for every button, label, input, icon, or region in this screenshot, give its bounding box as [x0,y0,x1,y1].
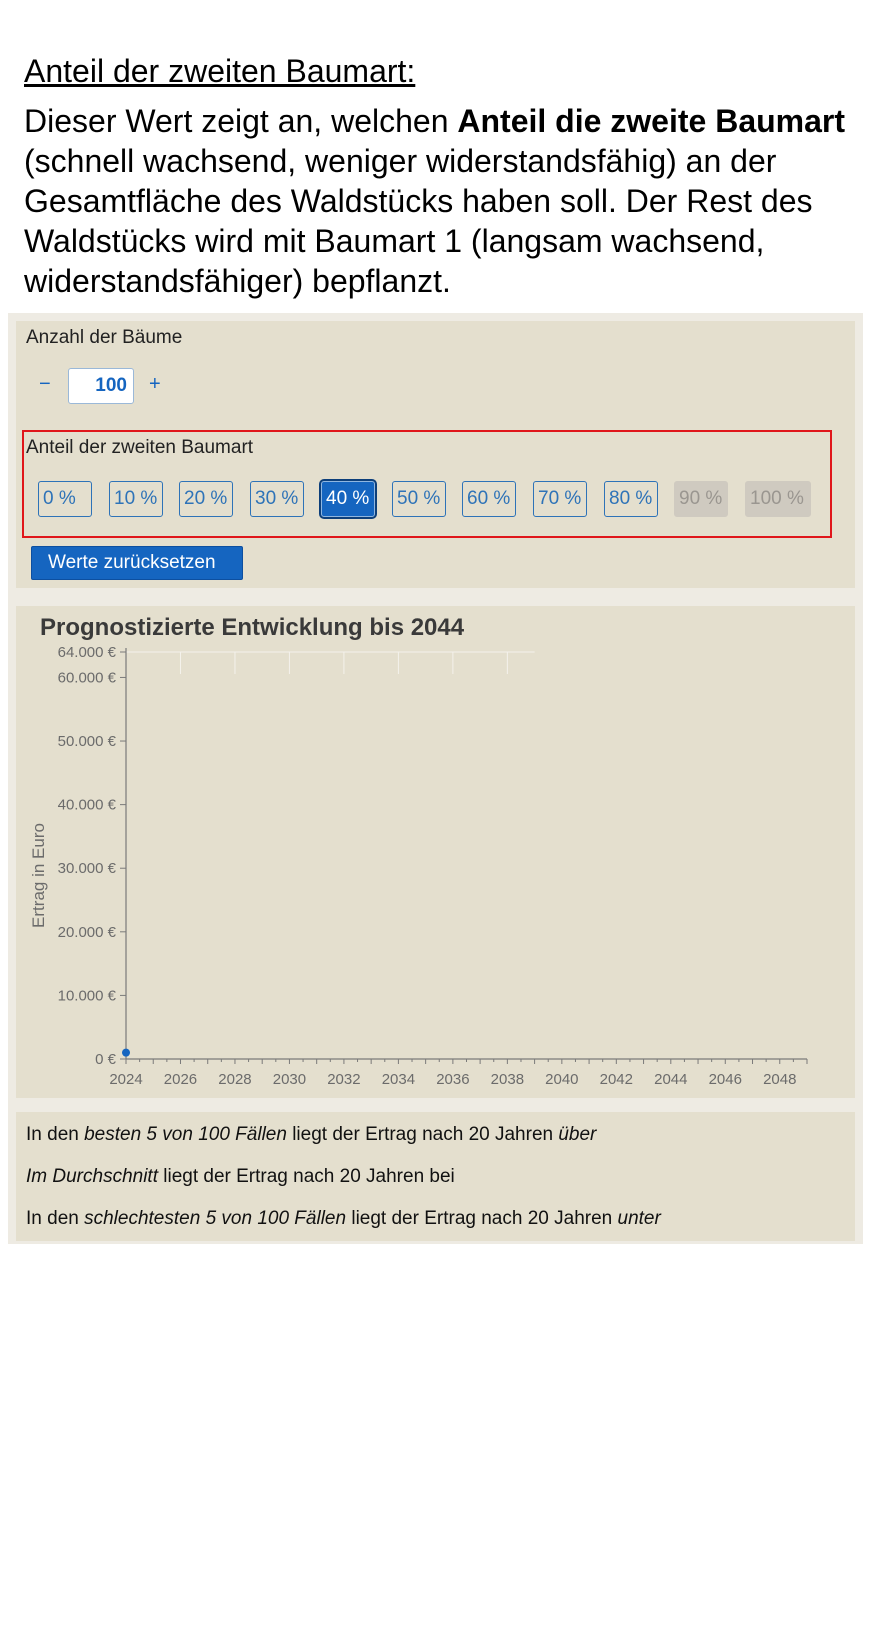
share-option-button[interactable]: 30 % [250,481,304,517]
x-tick-label: 2028 [218,1071,251,1088]
increase-trees-button[interactable]: + [149,373,161,395]
results-panel: In den besten 5 von 100 Fällen liegt der… [16,1112,855,1241]
data-point [122,1048,130,1057]
chart-title: Prognostizierte Entwicklung bis 2044 [40,614,465,641]
y-tick-label: 30.000 € [58,860,117,877]
result-average: Im Durchschnitt liegt der Ertrag nach 20… [26,1166,455,1188]
x-tick-label: 2044 [654,1071,687,1088]
y-tick-label: 0 € [95,1051,117,1068]
x-tick-label: 2042 [600,1071,633,1088]
result-worst-em: schlechtesten 5 von 100 Fällen [84,1208,347,1229]
result-avg-em: Im Durchschnitt [26,1166,158,1187]
share-option-button: 90 % [674,481,728,517]
y-tick-label: 40.000 € [58,797,117,814]
x-tick-label: 2030 [273,1071,306,1088]
share-label: Anteil der zweiten Baumart [26,437,254,458]
trees-label: Anzahl der Bäume [26,327,183,348]
simulator-frame: Anzahl der Bäume − + Anteil der zweiten … [8,313,863,1244]
reset-button[interactable]: Werte zurücksetzen [31,546,243,580]
intro-part-2: (schnell wachsend, weniger widerstandsfä… [24,143,813,299]
x-tick-label: 2034 [382,1071,415,1088]
x-tick-label: 2036 [436,1071,469,1088]
result-worst-em2: unter [617,1208,661,1229]
y-axis-title: Ertrag in Euro [29,823,48,928]
result-best: In den besten 5 von 100 Fällen liegt der… [26,1124,596,1146]
x-tick-label: 2048 [763,1071,796,1088]
trees-count-input[interactable] [68,368,134,404]
y-tick-label: 10.000 € [58,987,117,1004]
share-option-button[interactable]: 70 % [533,481,587,517]
result-avg-rest: liegt der Ertrag nach 20 Jahren bei [157,1166,455,1187]
y-tick-label: 50.000 € [58,733,117,750]
share-option-button[interactable]: 60 % [462,481,516,517]
chart-panel: Prognostizierte Entwicklung bis 2044 0 €… [16,606,855,1098]
intro-text: Dieser Wert zeigt an, welchen Anteil die… [24,101,854,301]
highlight-box [22,430,832,538]
controls-panel: Anzahl der Bäume − + Anteil der zweiten … [16,321,855,588]
result-best-em: besten 5 von 100 Fällen [84,1124,287,1145]
share-option-button: 100 % [745,481,811,517]
x-tick-label: 2024 [109,1071,142,1088]
share-option-button[interactable]: 10 % [109,481,163,517]
result-worst-prefix: In den [26,1208,85,1229]
result-worst-mid: liegt der Ertrag nach 20 Jahren [346,1208,618,1229]
intro-bold: Anteil die zweite Baumart [457,103,846,139]
intro-part-1: Dieser Wert zeigt an, welchen [24,103,458,139]
x-tick-label: 2046 [709,1071,742,1088]
y-tick-label: 64.000 € [58,644,117,661]
result-worst: In den schlechtesten 5 von 100 Fällen li… [26,1208,661,1230]
y-tick-label: 60.000 € [58,669,117,686]
y-tick-label: 20.000 € [58,924,117,941]
result-best-mid: liegt der Ertrag nach 20 Jahren [286,1124,559,1145]
forecast-chart: 0 € 10.000 € 20.000 € 30.000 € 40.000 € 50.00… [29,644,808,1088]
share-option-button[interactable]: 0 % [38,481,92,517]
x-tick-label: 2026 [164,1071,197,1088]
x-tick-label: 2038 [491,1071,524,1088]
share-option-button[interactable]: 20 % [179,481,233,517]
share-option-button[interactable]: 50 % [392,481,446,517]
decrease-trees-button[interactable]: − [39,373,51,395]
section-heading: Anteil der zweiten Baumart: [24,53,416,89]
x-tick-label: 2032 [327,1071,360,1088]
result-best-prefix: In den [26,1124,85,1145]
x-tick-label: 2040 [545,1071,578,1088]
share-option-button[interactable]: 40 % [321,481,375,517]
result-best-em2: über [558,1124,597,1145]
share-option-button[interactable]: 80 % [604,481,658,517]
